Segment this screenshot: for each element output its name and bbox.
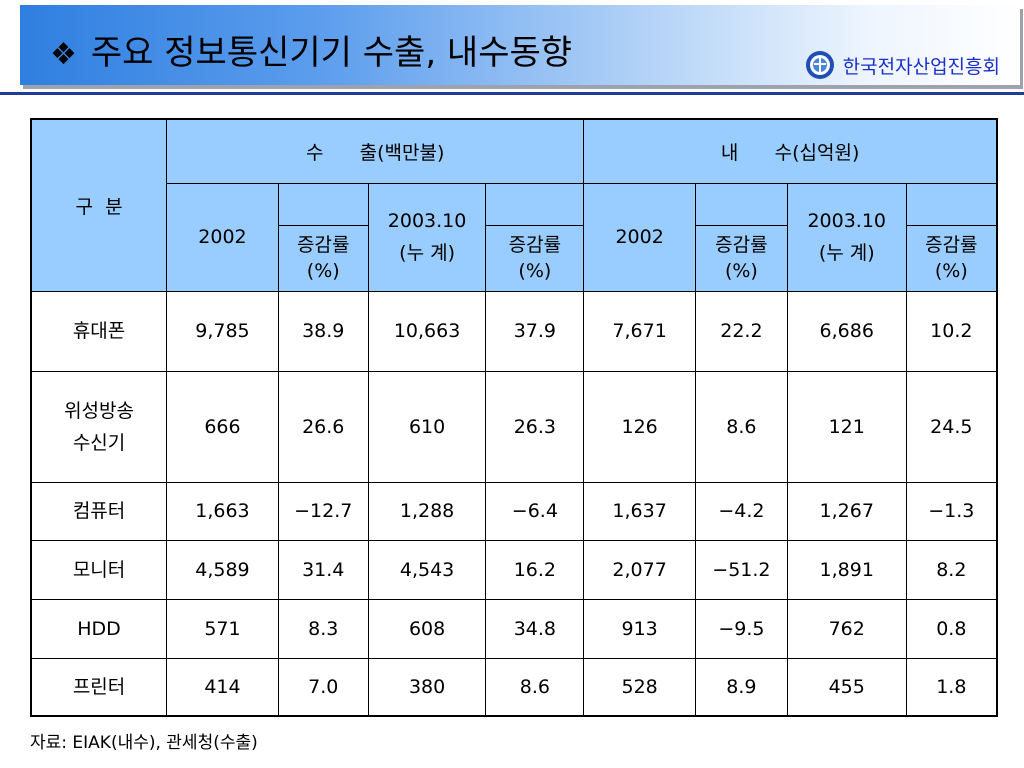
row-label-line: 위성방송 — [64, 399, 134, 422]
table-cell: 1,891 — [786, 539, 907, 600]
table-cell: 10.2 — [905, 290, 998, 372]
row-label-line: 수신기 — [72, 431, 126, 454]
table-cell: 7.0 — [277, 657, 369, 717]
table-cell: 8.9 — [694, 657, 788, 717]
table-cell: 1,663 — [166, 481, 279, 541]
table-cell: 1,267 — [786, 481, 907, 541]
rate-label: 증감률 — [715, 234, 768, 256]
title-bar: ❖ 주요 정보통신기기 수출, 내수동향 — [20, 5, 1020, 85]
col-2003-line1: 2003.10 — [387, 210, 467, 232]
domestic-2002-header: 2002 — [583, 182, 696, 292]
export-group-header: 수 출(백만불) — [166, 118, 585, 184]
table-cell: 22.2 — [694, 290, 788, 372]
col-2003-line2: (누 계) — [818, 242, 875, 264]
row-label: HDD — [30, 598, 168, 659]
table-cell: 0.8 — [905, 598, 998, 659]
rate-label: 증감률 — [925, 234, 978, 256]
table-cell: 37.9 — [485, 290, 585, 372]
export-2003-header: 2003.10 (누 계) — [367, 182, 487, 292]
rate-unit: (%) — [306, 260, 340, 282]
table-cell: 608 — [367, 598, 487, 659]
table-cell: 34.8 — [485, 598, 585, 659]
export-2002-header: 2002 — [166, 182, 279, 292]
rate-label: 증감률 — [297, 234, 350, 256]
table-row: 컴퓨터 1,663 −12.7 1,288 −6.4 1,637 −4.2 1,… — [30, 481, 998, 541]
table-cell: 8.3 — [277, 598, 369, 659]
slide-title-text: 주요 정보통신기기 수출, 내수동향 — [90, 33, 573, 73]
table-cell: −4.2 — [694, 481, 788, 541]
table-cell: −1.3 — [905, 481, 998, 541]
source-note: 자료: EIAK(내수), 관세청(수출) — [30, 733, 258, 753]
table-cell: 762 — [786, 598, 907, 659]
table-row: 모니터 4,589 31.4 4,543 16.2 2,077 −51.2 1,… — [30, 539, 998, 600]
table-cell: 8.2 — [905, 539, 998, 600]
table-cell: 610 — [367, 370, 487, 483]
col-2003-line2: (누 계) — [399, 242, 455, 264]
table-cell: 528 — [583, 657, 696, 717]
table-cell: 26.6 — [277, 370, 369, 483]
table-cell: 913 — [583, 598, 696, 659]
row-label: 프린터 — [30, 657, 168, 717]
org-name: 한국전자산업진흥회 — [842, 55, 1000, 78]
table-cell: 26.3 — [485, 370, 585, 483]
table-row: 프린터 414 7.0 380 8.6 528 8.9 455 1.8 — [30, 657, 998, 717]
header-spacer — [277, 182, 369, 226]
table-cell: −51.2 — [694, 539, 788, 600]
table-cell: 2,077 — [583, 539, 696, 600]
domestic-group-header: 내 수(십억원) — [583, 118, 998, 184]
table-row: 위성방송 수신기 666 26.6 610 26.3 126 8.6 121 2… — [30, 370, 998, 483]
table-cell: 6,686 — [786, 290, 907, 372]
table-row: 휴대폰 9,785 38.9 10,663 37.9 7,671 22.2 6,… — [30, 290, 998, 372]
table-cell: −6.4 — [485, 481, 585, 541]
domestic-2003-header: 2003.10 (누 계) — [786, 182, 907, 292]
table-cell: 414 — [166, 657, 279, 717]
header-spacer — [905, 182, 998, 226]
table-cell: 121 — [786, 370, 907, 483]
table-cell: 380 — [367, 657, 487, 717]
table-cell: 4,543 — [367, 539, 487, 600]
export-rate-2002-header: 증감률 (%) — [277, 224, 369, 292]
table-cell: 10,663 — [367, 290, 487, 372]
header-spacer — [694, 182, 788, 226]
table-cell: −12.7 — [277, 481, 369, 541]
org-badge: 한국전자산업진흥회 — [805, 50, 1000, 80]
corner-header: 구 분 — [30, 118, 168, 292]
row-label: 모니터 — [30, 539, 168, 600]
table-cell: 666 — [166, 370, 279, 483]
header-spacer — [485, 182, 585, 226]
domestic-rate-2003-header: 증감률 (%) — [905, 224, 998, 292]
diamond-bullet-icon: ❖ — [50, 37, 77, 72]
row-label: 휴대폰 — [30, 290, 168, 372]
rate-unit: (%) — [518, 260, 552, 282]
export-rate-2003-header: 증감률 (%) — [485, 224, 585, 292]
table-cell: 16.2 — [485, 539, 585, 600]
table-cell: 126 — [583, 370, 696, 483]
table-cell: 7,671 — [583, 290, 696, 372]
table-cell: −9.5 — [694, 598, 788, 659]
table-cell: 4,589 — [166, 539, 279, 600]
table-cell: 1,637 — [583, 481, 696, 541]
export-domestic-table: 구 분 수 출(백만불) 내 수(십억원) 2002 2003.10 (누 계)… — [30, 118, 998, 717]
rate-label: 증감률 — [508, 234, 562, 256]
table-cell: 1,288 — [367, 481, 487, 541]
table-cell: 1.8 — [905, 657, 998, 717]
eiak-logo-icon — [805, 51, 834, 79]
rate-unit: (%) — [724, 260, 758, 282]
domestic-rate-2002-header: 증감률 (%) — [694, 224, 788, 292]
table-cell: 9,785 — [166, 290, 279, 372]
table-cell: 8.6 — [694, 370, 788, 483]
table-cell: 8.6 — [485, 657, 585, 717]
table-cell: 31.4 — [277, 539, 369, 600]
slide-title: ❖ 주요 정보통신기기 수출, 내수동향 — [50, 25, 572, 74]
row-label: 컴퓨터 — [30, 481, 168, 541]
table-cell: 38.9 — [277, 290, 369, 372]
rate-unit: (%) — [934, 260, 968, 282]
table-cell: 455 — [786, 657, 907, 717]
col-2003-line1: 2003.10 — [807, 210, 887, 232]
table-row: HDD 571 8.3 608 34.8 913 −9.5 762 0.8 — [30, 598, 998, 659]
row-label: 위성방송 수신기 — [30, 370, 168, 483]
header-divider — [0, 92, 1024, 95]
table-cell: 571 — [166, 598, 279, 659]
table-cell: 24.5 — [905, 370, 998, 483]
